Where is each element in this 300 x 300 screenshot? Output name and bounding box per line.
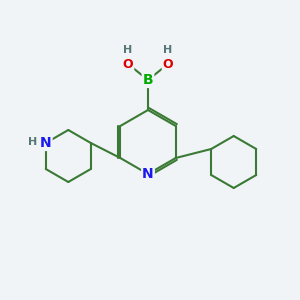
Text: H: H: [164, 45, 172, 55]
Text: N: N: [40, 136, 52, 150]
Text: N: N: [142, 167, 154, 181]
Text: H: H: [28, 137, 38, 147]
Text: B: B: [143, 73, 153, 87]
Text: O: O: [123, 58, 133, 70]
Text: H: H: [123, 45, 133, 55]
Text: O: O: [163, 58, 173, 70]
